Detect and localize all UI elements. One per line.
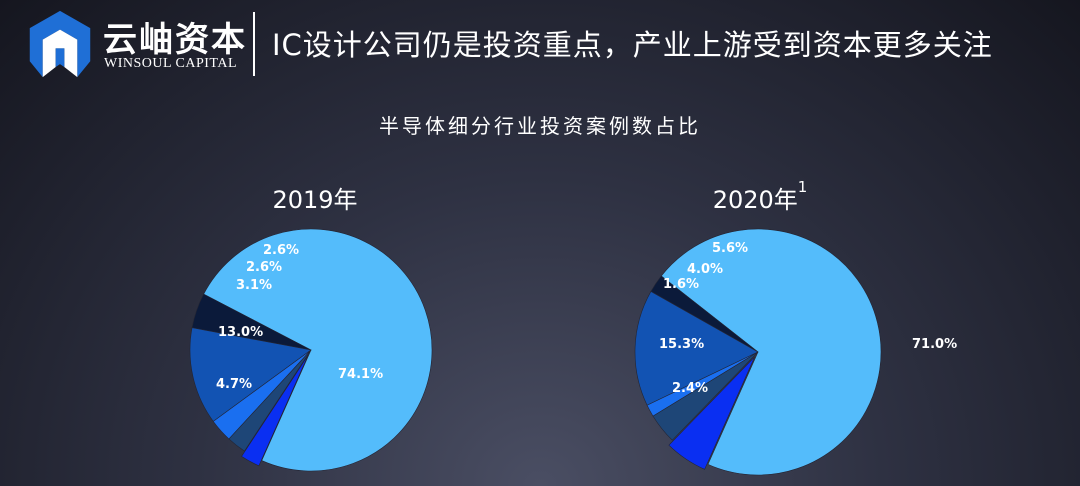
pie-1-label-2: 15.3% (659, 337, 704, 352)
pie-2019-title-text: 2019年 (272, 186, 358, 214)
pie-0-slice-0 (203, 228, 433, 472)
pie-1-label-1: 2.4% (672, 381, 708, 396)
header-divider (253, 12, 255, 76)
pie-0-slice-5 (241, 355, 309, 467)
pie-0-label-4: 2.6% (246, 260, 282, 275)
pie-2020-title-text: 2020年 (712, 186, 798, 214)
pie-1-slice-5 (668, 356, 755, 470)
pie-2019-title: 2019年 (215, 180, 415, 215)
pie-1-slice-4 (652, 351, 759, 441)
pie-0-label-1: 4.7% (216, 377, 252, 392)
pie-0-slice-2 (189, 327, 312, 422)
pie-0-slice-1 (191, 293, 312, 351)
pie-0-label-3: 3.1% (236, 278, 272, 293)
pie-1-slice-1 (650, 275, 759, 353)
pie-1-slice-2 (634, 291, 759, 406)
pie-1-label-4: 4.0% (687, 262, 723, 277)
chart-main-title: 半导体细分行业投资案例数占比 (379, 114, 701, 138)
pie-0-slice-3 (212, 349, 312, 440)
pie-0-label-2: 13.0% (218, 325, 263, 340)
pie-1-slice-0 (660, 228, 882, 476)
logo-chinese-name: 云岫资本 (103, 20, 247, 60)
pie-1-label-0: 71.0% (912, 337, 957, 352)
pie-2020-title: 2020年1 (660, 178, 860, 215)
header: 云岫资本 WINSOUL CAPITAL IC设计公司仍是投资重点，产业上游受到… (0, 0, 1080, 90)
pie-0-label-5: 2.6% (263, 243, 299, 258)
logo-english-name: WINSOUL CAPITAL (104, 56, 238, 71)
page-title: IC设计公司仍是投资重点，产业上游受到资本更多关注 (272, 28, 993, 62)
pie-chart-2020: 71.0% 2.4% 15.3% 1.6%4.0% 5.6% (634, 228, 957, 476)
pie-1-slice-3 (646, 351, 759, 417)
pie-2020-title-footnote: 1 (797, 178, 808, 196)
winsoul-logo-icon (29, 10, 91, 78)
pie-chart-2019: 74.1% 4.7% 13.0% 3.1% 2.6% 2.6% (189, 228, 433, 472)
pie-1-label-3: 1.6% (663, 277, 699, 292)
pie-1-label-5: 5.6% (712, 241, 748, 256)
pie-0-slice-4 (228, 349, 312, 452)
pie-0-label-0: 74.1% (338, 367, 383, 382)
